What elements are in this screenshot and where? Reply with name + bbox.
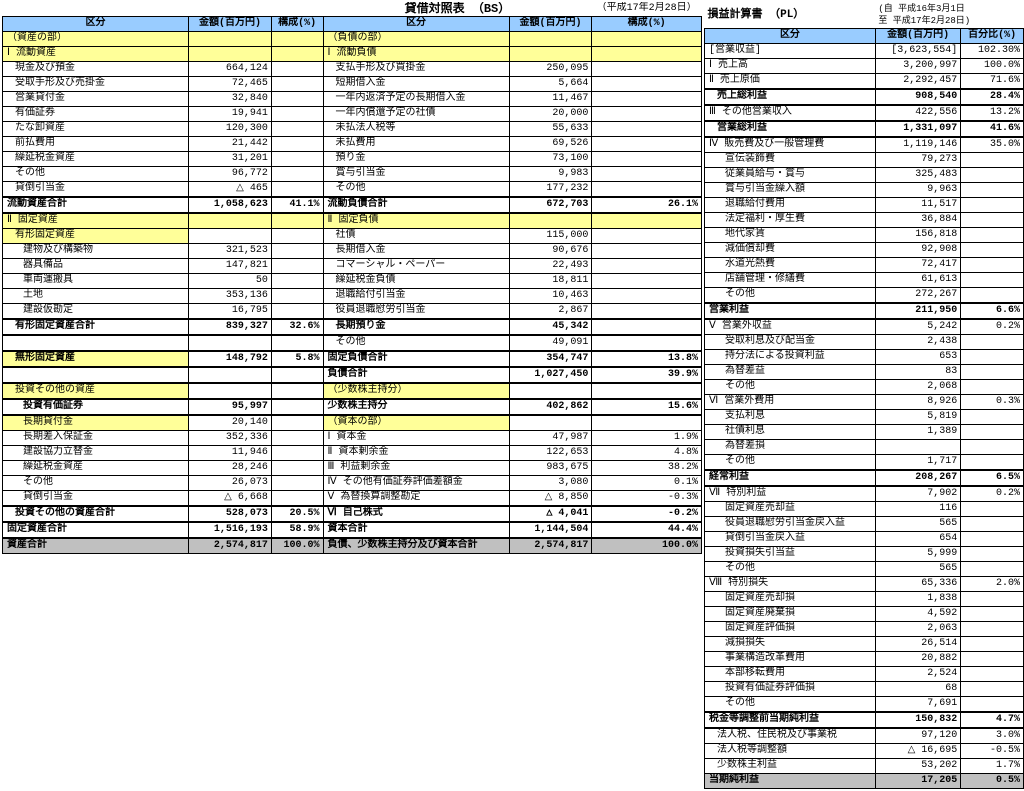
pl-row: Ⅵ 営業外費用8,9260.3% <box>705 395 1024 410</box>
pl-row: Ⅱ 売上原価2,292,45771.6% <box>705 74 1024 90</box>
pl-row: Ⅳ 販売費及び一般管理費1,119,14635.0% <box>705 137 1024 153</box>
bs-hdr-cat1: 区分 <box>3 17 189 32</box>
pl-row: 法人税、住民税及び事業税97,1203.0% <box>705 728 1024 744</box>
pl-row: その他272,267 <box>705 288 1024 304</box>
pl-row: 税金等調整前当期純利益150,8324.7% <box>705 712 1024 728</box>
pl-hdr-ratio: 百分比(%) <box>961 29 1024 44</box>
pl-row: 減損損失26,514 <box>705 637 1024 652</box>
pl-row: 売上総利益908,54028.4% <box>705 89 1024 105</box>
pl-row: 減価償却費92,908 <box>705 243 1024 258</box>
pl-row: [営業収益][3,623,554]102.30% <box>705 44 1024 59</box>
pl-row: その他7,691 <box>705 697 1024 713</box>
pl-row: その他2,068 <box>705 380 1024 395</box>
pl-row: その他565 <box>705 562 1024 577</box>
pl-hdr-cat: 区分 <box>705 29 876 44</box>
bs-hdr-amt1: 金額(百万円) <box>189 17 272 32</box>
pl-row: 為替差損 <box>705 440 1024 455</box>
bs-hdr-cat2: 区分 <box>323 17 509 32</box>
pl-row: 固定資産評価損2,063 <box>705 622 1024 637</box>
pl-row: 貸倒引当金戻入益654 <box>705 532 1024 547</box>
pl-row: 投資損失引当益5,999 <box>705 547 1024 562</box>
pl-row: Ⅰ 売上高3,200,997100.0% <box>705 59 1024 74</box>
pl-row: Ⅷ 特別損失65,3362.0% <box>705 577 1024 592</box>
pl-row: 営業利益211,9506.6% <box>705 303 1024 319</box>
pl-row: 支払利息5,819 <box>705 410 1024 425</box>
pl-table: 損益計算書 （PL） (自 平成16年3月1日至 平成17年2月28日) 区分 … <box>704 2 1024 789</box>
bs-hdr-amt2: 金額(百万円) <box>509 17 592 32</box>
pl-row: Ⅶ 特別利益7,9020.2% <box>705 486 1024 502</box>
pl-row: 地代家賃156,818 <box>705 228 1024 243</box>
pl-row: 本部移転費用2,524 <box>705 667 1024 682</box>
pl-row: 店舗管理・修繕費61,613 <box>705 273 1024 288</box>
pl-row: 固定資産売却益116 <box>705 502 1024 517</box>
bs-table: 貸借対照表 （BS）（平成17年2月28日） 区分 金額(百万円) 構成(%) … <box>2 2 702 554</box>
pl-row: 為替差益83 <box>705 365 1024 380</box>
pl-period2: 至 平成17年2月28日) <box>878 16 970 26</box>
bs-title: 貸借対照表 （BS） <box>323 2 592 17</box>
pl-row: 持分法による投資利益653 <box>705 350 1024 365</box>
pl-row: Ⅲ その他営業収入422,55613.2% <box>705 105 1024 121</box>
pl-period1: (自 平成16年3月1日 <box>878 4 964 14</box>
pl-row: 役員退職慰労引当金戻入益565 <box>705 517 1024 532</box>
pl-hdr-amt: 金額(百万円) <box>875 29 960 44</box>
bs-date: （平成17年2月28日） <box>592 2 702 17</box>
pl-row: 固定資産売却損1,838 <box>705 592 1024 607</box>
pl-row: 社債利息1,389 <box>705 425 1024 440</box>
pl-row: 営業総利益1,331,09741.6% <box>705 121 1024 137</box>
pl-row: 事業構造改革費用20,882 <box>705 652 1024 667</box>
pl-row: 水道光熱費72,417 <box>705 258 1024 273</box>
pl-row: 法定福利・厚生費36,884 <box>705 213 1024 228</box>
balance-sheet-panel: 貸借対照表 （BS）（平成17年2月28日） 区分 金額(百万円) 構成(%) … <box>2 2 702 789</box>
pl-row: その他1,717 <box>705 455 1024 471</box>
pl-row: 経常利益208,2676.5% <box>705 470 1024 486</box>
bs-hdr-ratio1: 構成(%) <box>271 17 323 32</box>
pl-row: Ⅴ 営業外収益5,2420.2% <box>705 319 1024 335</box>
pl-row: 賞与引当金繰入額9,963 <box>705 183 1024 198</box>
bs-hdr-ratio2: 構成(%) <box>592 17 702 32</box>
pl-row: 少数株主利益53,2021.7% <box>705 759 1024 774</box>
pl-row: 当期純利益17,2050.5% <box>705 774 1024 789</box>
pl-row: 従業員給与・賞与325,483 <box>705 168 1024 183</box>
pl-panel: 損益計算書 （PL） (自 平成16年3月1日至 平成17年2月28日) 区分 … <box>704 2 1024 789</box>
pl-row: 固定資産廃棄損4,592 <box>705 607 1024 622</box>
pl-row: 投資有価証券評価損68 <box>705 682 1024 697</box>
pl-row: 退職給付費用11,517 <box>705 198 1024 213</box>
pl-row: 宣伝装飾費79,273 <box>705 153 1024 168</box>
pl-title: 損益計算書 （PL） <box>705 2 876 29</box>
pl-row: 受取利息及び配当金2,438 <box>705 335 1024 350</box>
pl-row: 法人税等調整額△ 16,695-0.5% <box>705 744 1024 759</box>
